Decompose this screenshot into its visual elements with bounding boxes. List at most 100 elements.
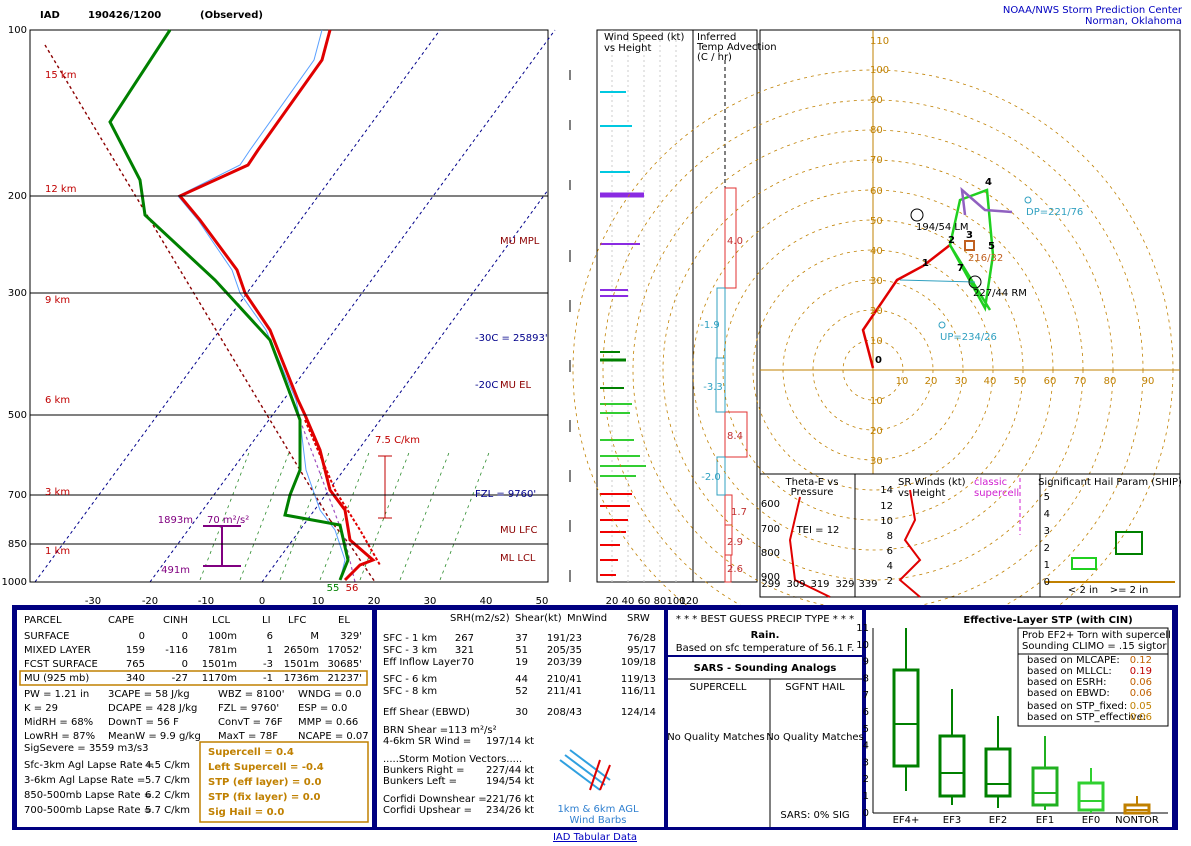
parcel-value: -116 (165, 645, 188, 656)
advection-value: -3.3 (703, 382, 723, 393)
stp-based-value: 0.19 (1130, 666, 1152, 677)
lapse-label: 700-500mb Lapse Rate = (24, 805, 152, 816)
tick-label: 80 (654, 596, 667, 607)
tick-label: 4 (887, 561, 893, 572)
box (1031, 766, 1059, 807)
hodo-tick: 100 (870, 65, 889, 76)
parcel-value: 1736m (284, 673, 319, 684)
parcel-header: CAPE (108, 615, 134, 626)
advection-value: 1.7 (731, 507, 747, 518)
stp-based-value: 0.06 (1130, 688, 1152, 699)
hodo-tick: 60 (870, 186, 883, 197)
parcel-header: CINH (163, 615, 188, 626)
parcel-value: 0 (139, 631, 145, 642)
parcel-value: M (310, 631, 319, 642)
parcel-value: -3 (263, 659, 273, 670)
parcel-value: 781m (208, 645, 237, 656)
ship-category: >= 2 in (1110, 585, 1149, 596)
parcel-value: 2650m (284, 645, 319, 656)
kin-value: 267 (455, 633, 474, 644)
corfidi-down: DP=221/76 (1026, 207, 1083, 218)
lapse-label: 850-500mb Lapse Rate = (24, 790, 152, 801)
parcel-value: -1 (263, 673, 273, 684)
parcel-name: SURFACE (24, 631, 69, 642)
stp-category: EF4+ (893, 815, 920, 826)
index-value: FZL = 9760' (218, 703, 279, 714)
composite-index: STP (fix layer) = 0.0 (208, 792, 321, 803)
stp-category: EF0 (1082, 815, 1100, 826)
parcel-value: 0 (182, 631, 188, 642)
kin-value: 211/41 (547, 686, 582, 697)
panel-title: Significant Hail Param (SHIP) (1038, 477, 1182, 488)
pressure-label: 1000 (2, 577, 27, 588)
hodo-tick: 30 (870, 276, 883, 287)
advection-value: 2.6 (727, 564, 743, 575)
time: 190426/1200 (88, 10, 161, 21)
barb-caption: Wind Barbs (570, 815, 627, 826)
panel-title: Theta-E vs (785, 477, 839, 488)
composite-index: Sig Hail = 0.0 (208, 807, 284, 818)
lapse-value: 4.5 C/km (145, 760, 190, 771)
stp-prob: Prob EF2+ Torn with supercell (1022, 630, 1171, 641)
hodo-tick: 40 (984, 376, 997, 387)
height-label: 6 km (45, 395, 70, 406)
precip-title: * * * BEST GUESS PRECIP TYPE * * * (676, 614, 854, 625)
hodo-point: 4 (985, 177, 992, 188)
fzl-label: FZL = 9760' (475, 489, 536, 500)
stp-tick: 6 (863, 707, 869, 718)
advection-value: 2.9 (727, 537, 743, 548)
stp-category: EF1 (1036, 815, 1054, 826)
stp-tick: 8 (863, 673, 869, 684)
hodo-tick: 10 (870, 396, 883, 407)
motion-label: Bunkers Left = (383, 776, 457, 787)
stp-based-label: based on STP_fixed: (1027, 701, 1127, 712)
panel-title: (C / hr) (697, 52, 732, 63)
index-value: NCAPE = 0.07 (298, 731, 369, 742)
kin-header: MnWind (567, 613, 607, 624)
corfidi-up: UP=234/26 (940, 332, 997, 343)
motion-label: Corfidi Upshear = (383, 805, 472, 816)
hodo-tick: 80 (870, 125, 883, 136)
tabular-link[interactable]: IAD Tabular Data (553, 832, 637, 843)
kin-value: 44 (515, 674, 528, 685)
kin-value: 30 (515, 707, 528, 718)
srw-note: classic (974, 477, 1007, 488)
index-value: LowRH = 87% (24, 731, 95, 742)
kin-value: 95/17 (627, 645, 656, 656)
hodo-tick: 30 (870, 456, 883, 467)
tick-label: 100 (666, 596, 685, 607)
parcel-value: 1501m (202, 659, 237, 670)
kin-value: 208/43 (547, 707, 582, 718)
lapse-value: 5.7 C/km (145, 805, 190, 816)
index-value: MaxT = 78F (218, 731, 278, 742)
parcel-header: LFC (288, 615, 306, 626)
height-label: 3 km (45, 487, 70, 498)
stp-title: Effective-Layer STP (with CIN) (963, 615, 1132, 626)
kin-value: 116/11 (621, 686, 656, 697)
kin-value: 191/23 (547, 633, 582, 644)
kin-value: 109/18 (621, 657, 656, 668)
bunkers-left: 194/54 LM (916, 222, 969, 233)
height-label: 15 km (45, 70, 76, 81)
lapse-label: Sfc-3km Agl Lapse Rate = (24, 760, 154, 771)
tick-label: 120 (679, 596, 698, 607)
parcel-value: 100m (208, 631, 237, 642)
index-value: PW = 1.21 in (24, 689, 89, 700)
stp-based-label: based on MLCAPE: (1027, 655, 1120, 666)
tick-label: 319 (810, 579, 829, 590)
wind-panel (596, 29, 758, 583)
precip-type: Rain. (751, 630, 780, 641)
hodo-tick: 90 (870, 95, 883, 106)
tick-label: 309 (786, 579, 805, 590)
index-value: DCAPE = 428 J/kg (108, 703, 197, 714)
lcl-label: ML LCL (500, 553, 536, 564)
tick-label: 20 (606, 596, 619, 607)
kin-header: SRW (627, 613, 650, 624)
tick-label: 2 (1044, 543, 1050, 554)
motion-value: 227/44 kt (486, 765, 534, 776)
sars-match: No Quality Matches (766, 732, 864, 743)
org: NOAA/NWS Storm Prediction Center (1003, 5, 1183, 16)
hodo-point: 1 (922, 258, 929, 269)
stp-tick: 2 (863, 774, 869, 785)
